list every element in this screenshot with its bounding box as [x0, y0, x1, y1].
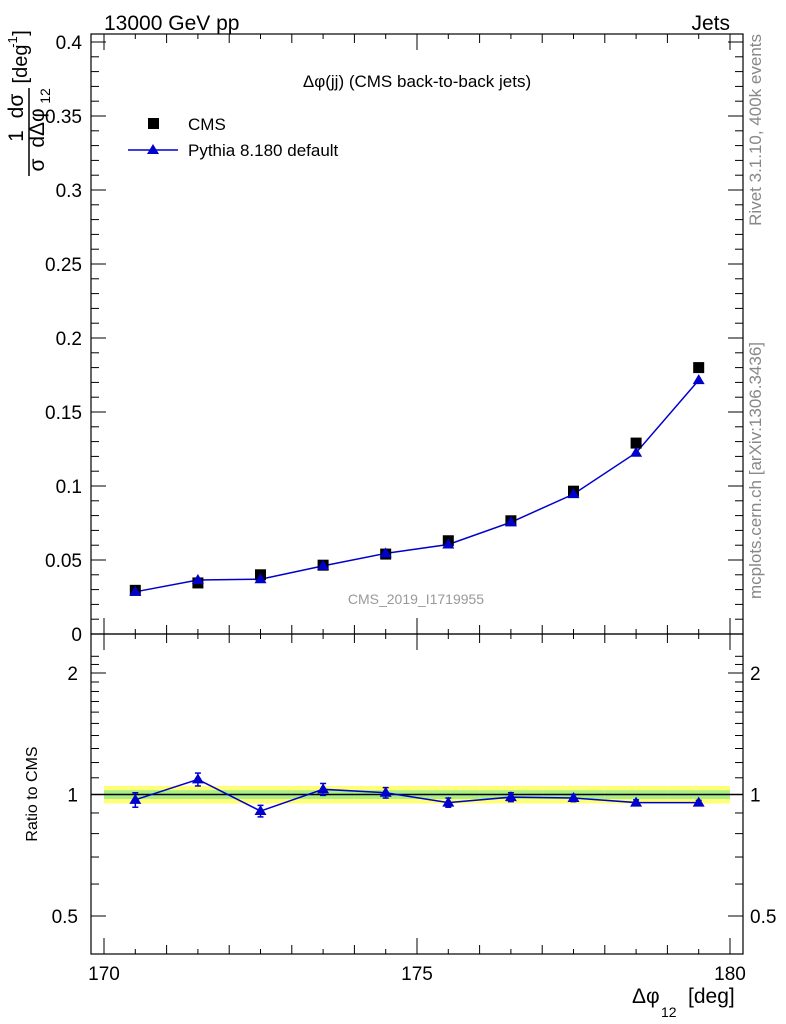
- y-tick-label: 0.2: [56, 329, 82, 350]
- top-panel: 0 0.05 0.1 0.15 0.2 0.25 0.3 0.35 0.4 CMS_2019_I…: [45, 33, 744, 646]
- legend: CMS Pythia 8.180 default: [128, 115, 339, 160]
- legend-mc-label: Pythia 8.180 default: [188, 141, 339, 160]
- mc-point: [692, 374, 705, 385]
- mc-point: [379, 547, 392, 558]
- x-tick-label: 170: [88, 964, 120, 985]
- ratio-point: [379, 786, 392, 797]
- header-right: Jets: [691, 12, 730, 35]
- top-y-axis-label: 1 dσ σ dΔφ 12 [deg -1 ]: [5, 30, 53, 176]
- top-axis-ticks: [91, 34, 743, 635]
- y-tick-label: 0.1: [56, 477, 82, 498]
- y-tick-label: 0.35: [45, 107, 82, 128]
- rivet-label: Rivet 3.1.10, 400k events: [746, 34, 765, 226]
- mc-point: [567, 488, 580, 499]
- ratio-point: [191, 773, 204, 784]
- x-tick-labels: 170 175 180: [88, 964, 746, 985]
- bottom-panel: 0.5 0.5 1 1 2 2 170 175 180: [52, 633, 777, 985]
- y-tick-label: 0.4: [56, 33, 83, 54]
- ratio-point: [254, 805, 267, 816]
- legend-cms-marker: [148, 118, 159, 129]
- bottom-axis-ticks: [91, 634, 743, 954]
- y-tick-label: 0: [71, 625, 82, 646]
- xlabel-main: Δφ: [632, 985, 660, 1008]
- y-tick-label: 1: [750, 786, 761, 807]
- ylabel-dsigma: dσ: [5, 94, 28, 119]
- y-tick-label: 2: [750, 664, 761, 685]
- mc-point: [630, 446, 643, 457]
- top-series: [129, 362, 705, 596]
- xlabel-unit: [deg]: [688, 985, 735, 1008]
- mcplots-label: mcplots.cern.ch [arXiv:1306.3436]: [746, 342, 765, 599]
- mc-point: [191, 573, 204, 584]
- ratio-line: [135, 778, 699, 812]
- mc-point: [129, 585, 142, 596]
- top-y-tick-labels: 0 0.05 0.1 0.15 0.2 0.25 0.3 0.35 0.4: [45, 33, 82, 646]
- cms-point: [630, 437, 642, 449]
- y-tick-label: 2: [67, 664, 78, 685]
- y-tick-label: 0.15: [45, 403, 82, 424]
- mc-line: [135, 379, 700, 593]
- ylabel-unit-exp: -1: [5, 36, 20, 48]
- mc-point: [442, 538, 455, 549]
- ratio-point: [442, 796, 455, 807]
- ylabel-unit: [deg: [10, 45, 32, 84]
- y-tick-label: 0.3: [56, 181, 82, 202]
- ratio-series: [129, 772, 705, 818]
- x-tick-label: 175: [401, 964, 433, 985]
- x-tick-label: 180: [714, 964, 746, 985]
- legend-cms-label: CMS: [188, 115, 226, 134]
- ratio-y-axis-label: Ratio to CMS: [24, 746, 41, 841]
- bottom-y-tick-labels: 0.5 0.5 1 1 2 2: [52, 664, 777, 928]
- ylabel-one: 1: [5, 130, 28, 142]
- chart-title: Δφ(jj) (CMS back-to-back jets): [303, 72, 531, 91]
- xlabel-sub: 12: [661, 1004, 677, 1020]
- y-tick-label: 1: [67, 786, 78, 807]
- ylabel-ddphi: dΔφ: [26, 108, 49, 147]
- ratio-point: [317, 783, 330, 794]
- watermark: CMS_2019_I1719955: [348, 591, 484, 607]
- bottom-frame: [90, 633, 744, 955]
- y-tick-label: 0.05: [45, 551, 82, 572]
- ratio-point: [567, 792, 580, 803]
- ylabel-unit-close: ]: [10, 30, 32, 36]
- header-left: 13000 GeV pp: [104, 12, 239, 35]
- ratio-point: [692, 796, 705, 807]
- x-axis-label: Δφ 12 [deg]: [632, 985, 735, 1020]
- legend-mc-marker: [147, 144, 159, 154]
- ratio-point: [504, 791, 517, 802]
- mc-point: [254, 573, 267, 584]
- cms-point: [693, 362, 705, 374]
- y-tick-label: 0.25: [45, 255, 82, 276]
- ratio-point: [129, 793, 142, 804]
- y-tick-label: 0.5: [750, 907, 776, 928]
- ylabel-sub: 12: [37, 88, 53, 104]
- mc-point: [317, 559, 330, 570]
- ratio-point: [630, 796, 643, 807]
- mc-point: [504, 516, 517, 527]
- ylabel-sigma: σ: [26, 158, 49, 171]
- y-tick-label: 0.5: [52, 907, 78, 928]
